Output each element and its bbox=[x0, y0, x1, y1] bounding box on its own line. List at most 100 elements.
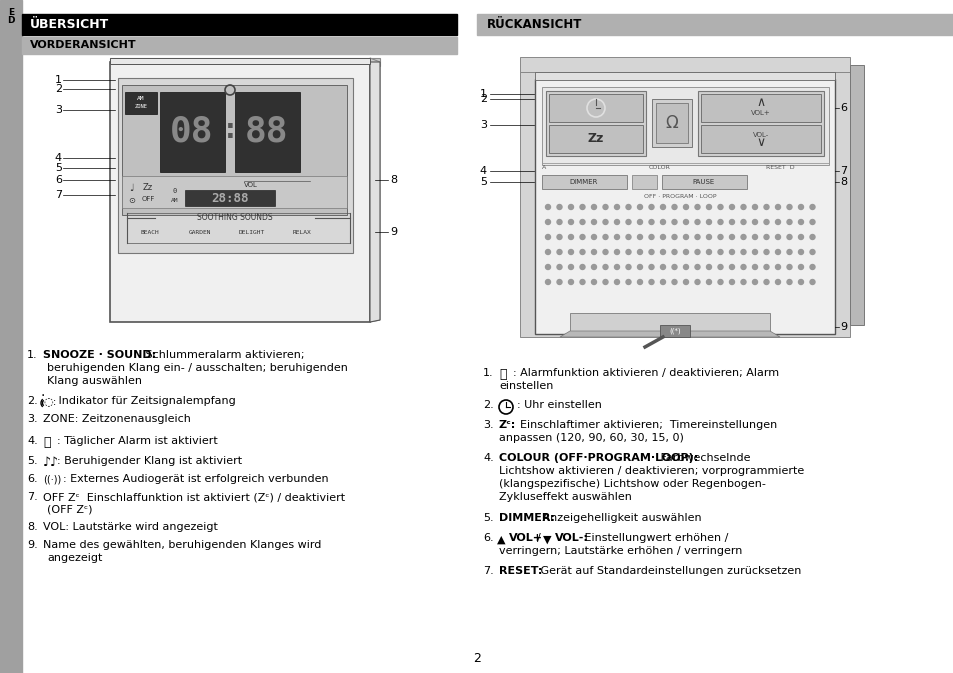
Text: einstellen: einstellen bbox=[498, 381, 553, 391]
Circle shape bbox=[763, 219, 768, 225]
Text: 1: 1 bbox=[479, 89, 486, 99]
Circle shape bbox=[637, 279, 641, 285]
Circle shape bbox=[798, 279, 802, 285]
Text: Ω: Ω bbox=[665, 114, 678, 132]
Circle shape bbox=[557, 264, 561, 269]
Circle shape bbox=[752, 219, 757, 225]
Text: Einstellungwert erhöhen /: Einstellungwert erhöhen / bbox=[580, 533, 727, 543]
Circle shape bbox=[786, 264, 791, 269]
Circle shape bbox=[682, 264, 688, 269]
Text: RÜCKANSICHT: RÜCKANSICHT bbox=[486, 18, 581, 31]
Text: SOOTHING SOUNDS: SOOTHING SOUNDS bbox=[197, 213, 273, 223]
Text: 4: 4 bbox=[479, 166, 486, 176]
Circle shape bbox=[682, 219, 688, 225]
Text: 8: 8 bbox=[390, 175, 396, 185]
Circle shape bbox=[625, 250, 630, 254]
Circle shape bbox=[763, 205, 768, 209]
Circle shape bbox=[775, 250, 780, 254]
Text: Name des gewählten, beruhigenden Klanges wird: Name des gewählten, beruhigenden Klanges… bbox=[43, 540, 321, 550]
Circle shape bbox=[591, 205, 596, 209]
Text: D: D bbox=[8, 16, 14, 25]
Circle shape bbox=[775, 205, 780, 209]
Text: VOL-: VOL- bbox=[752, 132, 768, 138]
Circle shape bbox=[729, 264, 734, 269]
Circle shape bbox=[763, 250, 768, 254]
Text: OFF Zᶜ  Einschlaffunktion ist aktiviert (Zᶜ) / deaktiviert: OFF Zᶜ Einschlaffunktion ist aktiviert (… bbox=[43, 492, 345, 502]
Circle shape bbox=[625, 234, 630, 240]
Circle shape bbox=[740, 219, 745, 225]
Circle shape bbox=[740, 205, 745, 209]
Bar bbox=[118, 78, 353, 253]
Text: ((*): ((*) bbox=[668, 328, 680, 334]
Bar bbox=[631, 175, 657, 189]
Circle shape bbox=[809, 264, 814, 269]
Circle shape bbox=[729, 250, 734, 254]
Text: : Täglicher Alarm ist aktiviert: : Täglicher Alarm ist aktiviert bbox=[57, 436, 217, 446]
Bar bbox=[519, 72, 849, 337]
Circle shape bbox=[809, 279, 814, 285]
Text: PAUSE: PAUSE bbox=[692, 179, 715, 185]
Text: 2.: 2. bbox=[482, 400, 494, 410]
Circle shape bbox=[695, 279, 700, 285]
Text: 5.: 5. bbox=[27, 456, 37, 466]
Circle shape bbox=[752, 234, 757, 240]
Circle shape bbox=[706, 279, 711, 285]
Circle shape bbox=[682, 250, 688, 254]
Circle shape bbox=[786, 279, 791, 285]
Circle shape bbox=[763, 264, 768, 269]
Text: 3: 3 bbox=[55, 105, 62, 115]
Circle shape bbox=[637, 264, 641, 269]
Circle shape bbox=[786, 234, 791, 240]
Text: 6: 6 bbox=[55, 175, 62, 185]
Text: 7.: 7. bbox=[482, 566, 494, 576]
Circle shape bbox=[671, 264, 677, 269]
Circle shape bbox=[809, 205, 814, 209]
Text: Zz: Zz bbox=[143, 183, 152, 192]
Circle shape bbox=[775, 219, 780, 225]
Circle shape bbox=[602, 250, 607, 254]
Circle shape bbox=[706, 205, 711, 209]
Circle shape bbox=[809, 250, 814, 254]
Text: 5: 5 bbox=[55, 163, 62, 173]
Circle shape bbox=[648, 205, 654, 209]
Text: 4.: 4. bbox=[27, 436, 38, 446]
Bar bbox=[476, 14, 953, 35]
Circle shape bbox=[659, 279, 665, 285]
Circle shape bbox=[602, 234, 607, 240]
Text: 5: 5 bbox=[479, 177, 486, 187]
Text: RESET  D: RESET D bbox=[765, 165, 794, 170]
Text: DIMMER: DIMMER bbox=[569, 179, 598, 185]
Circle shape bbox=[763, 279, 768, 285]
Circle shape bbox=[798, 264, 802, 269]
Circle shape bbox=[591, 279, 596, 285]
Bar bbox=[122, 176, 347, 208]
Text: COLOR: COLOR bbox=[648, 165, 670, 170]
Text: Gerät auf Standardeinstellungen zurücksetzen: Gerät auf Standardeinstellungen zurückse… bbox=[537, 566, 801, 576]
Circle shape bbox=[579, 219, 584, 225]
Text: 9: 9 bbox=[840, 322, 846, 332]
Text: 7.: 7. bbox=[27, 492, 38, 502]
Text: 4.: 4. bbox=[482, 453, 494, 463]
Text: 9.: 9. bbox=[27, 540, 38, 550]
Circle shape bbox=[568, 219, 573, 225]
Text: Farbwechselnde: Farbwechselnde bbox=[657, 453, 750, 463]
Circle shape bbox=[568, 205, 573, 209]
Bar bbox=[535, 72, 834, 80]
Text: /: / bbox=[537, 533, 540, 543]
Text: Indikator für Zeitsignalempfang: Indikator für Zeitsignalempfang bbox=[55, 396, 235, 406]
Circle shape bbox=[671, 205, 677, 209]
Polygon shape bbox=[370, 62, 379, 322]
Circle shape bbox=[682, 279, 688, 285]
Circle shape bbox=[568, 264, 573, 269]
Circle shape bbox=[682, 205, 688, 209]
Text: 3.: 3. bbox=[482, 420, 493, 430]
Text: A: A bbox=[541, 165, 546, 170]
Circle shape bbox=[682, 234, 688, 240]
Circle shape bbox=[775, 264, 780, 269]
Text: 6.: 6. bbox=[27, 474, 37, 484]
Bar bbox=[22, 14, 456, 35]
Text: Klang auswählen: Klang auswählen bbox=[47, 376, 142, 386]
Bar bbox=[700, 125, 821, 153]
Text: Zz: Zz bbox=[587, 133, 603, 145]
Circle shape bbox=[614, 279, 618, 285]
